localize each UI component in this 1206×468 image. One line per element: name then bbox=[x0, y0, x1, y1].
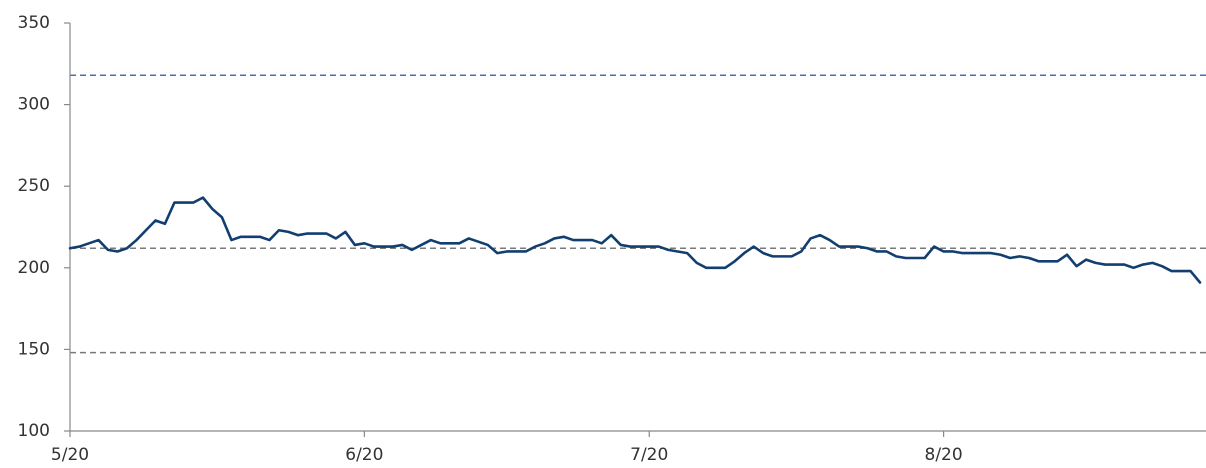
x-tick-label: 6/20 bbox=[345, 445, 383, 465]
y-tick-label: 300 bbox=[18, 95, 50, 115]
y-tick-label: 350 bbox=[18, 13, 50, 33]
x-tick-label: 5/20 bbox=[51, 445, 89, 465]
line-series bbox=[68, 196, 1202, 284]
x-tick-label: 8/20 bbox=[925, 445, 963, 465]
y-tick-label: 200 bbox=[18, 258, 50, 278]
y-tick-label: 150 bbox=[18, 339, 50, 359]
y-tick-label: 100 bbox=[18, 421, 50, 441]
y-tick-label: 250 bbox=[18, 176, 50, 196]
x-tick-label: 7/20 bbox=[630, 445, 668, 465]
